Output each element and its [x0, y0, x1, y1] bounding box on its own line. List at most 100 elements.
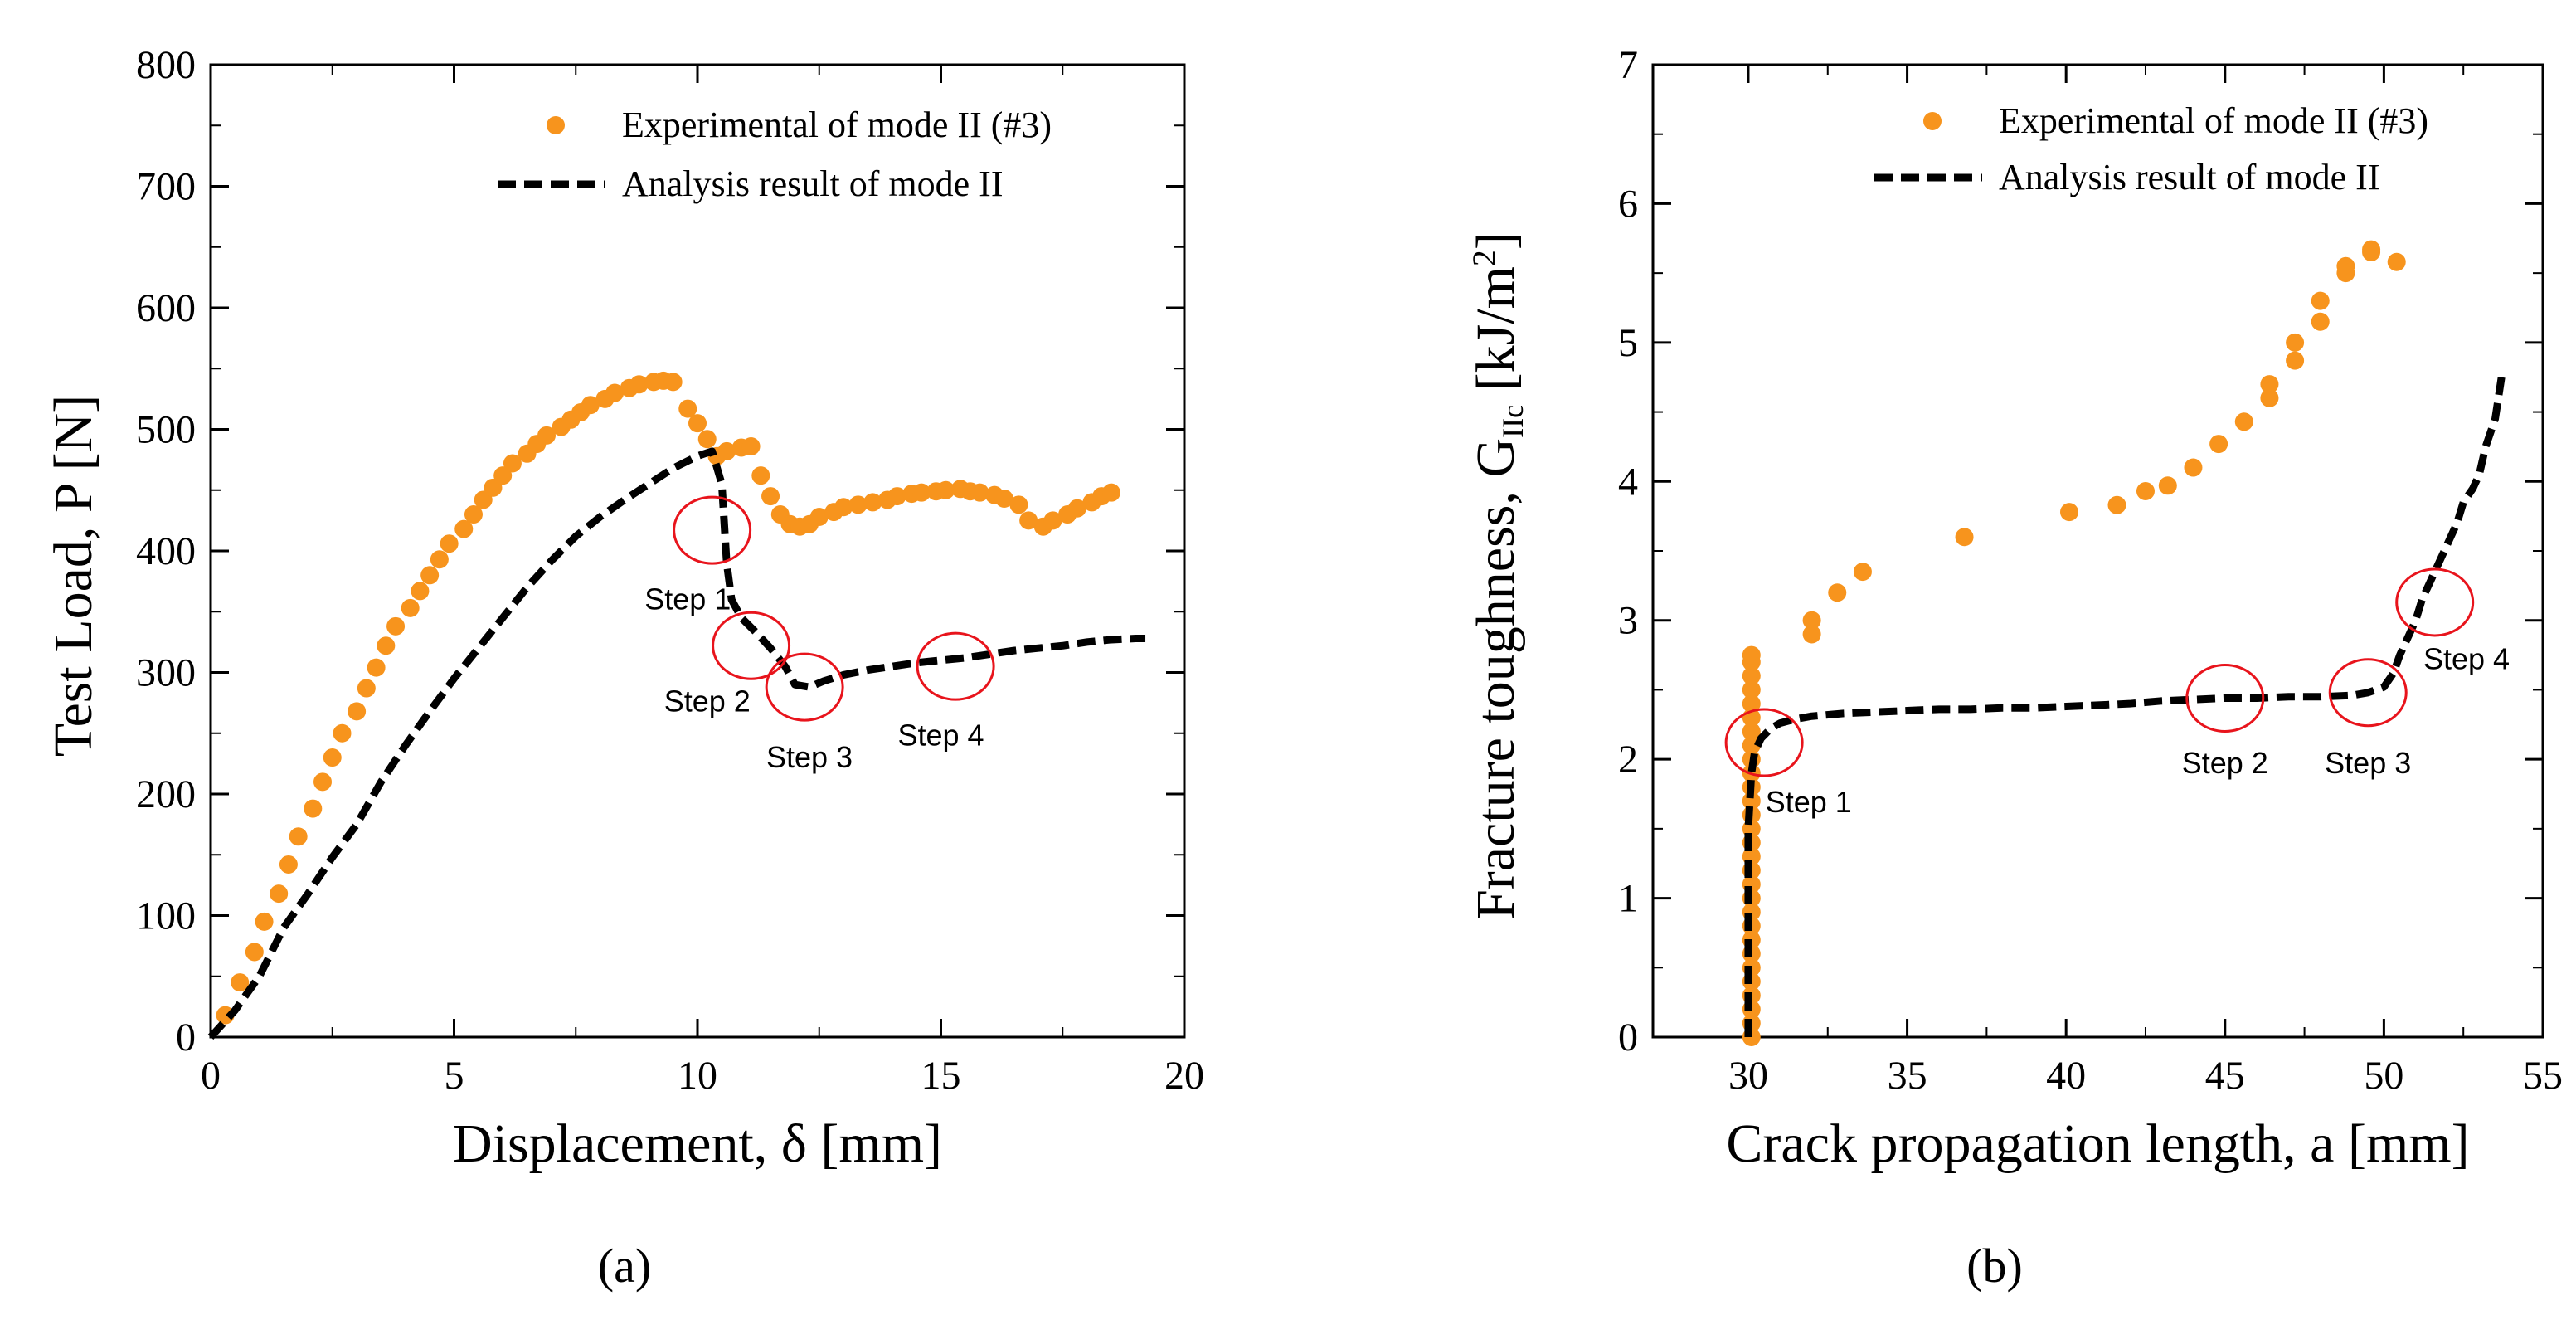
data-point	[2060, 503, 2079, 522]
data-point	[1853, 563, 1872, 582]
x-axis-label: Displacement, δ [mm]	[453, 1113, 942, 1174]
step-circle	[673, 495, 752, 565]
data-point	[484, 478, 503, 497]
data-point	[994, 490, 1013, 509]
plot-frame	[1651, 63, 2544, 1039]
data-point	[663, 373, 683, 392]
data-point	[2362, 240, 2381, 259]
data-point	[304, 799, 323, 818]
step-circle	[1724, 708, 1804, 777]
data-point	[1742, 722, 1761, 741]
data-point	[440, 534, 459, 553]
x-tick-label: 35	[1888, 1054, 1927, 1098]
data-point	[245, 943, 264, 962]
legend-label-analysis: Analysis result of mode II	[1999, 157, 2379, 197]
x-tick-label: 45	[2205, 1054, 2245, 1098]
data-point	[1043, 511, 1062, 530]
data-point	[605, 383, 625, 402]
data-point	[1742, 645, 1761, 665]
data-point	[279, 855, 298, 874]
step-label: Step 2	[664, 684, 751, 718]
y-tick-label: 6	[1618, 182, 1638, 226]
data-point	[430, 550, 449, 569]
legend-label-experimental: Experimental of mode II (#3)	[1999, 100, 2428, 141]
data-point	[1955, 528, 1974, 547]
step-label: Step 3	[766, 740, 853, 774]
data-point	[1067, 499, 1086, 518]
data-point	[2184, 458, 2203, 477]
y-tick-label: 4	[1618, 460, 1638, 504]
data-point	[2286, 333, 2305, 352]
data-point	[386, 616, 406, 636]
x-tick-label: 55	[2523, 1054, 2563, 1098]
step-label: Step 4	[897, 718, 984, 752]
legend: Experimental of mode II (#3) Analysis res…	[1874, 100, 2428, 197]
step-circle	[2328, 658, 2408, 728]
data-point	[1019, 511, 1038, 530]
data-point	[1828, 583, 1847, 602]
chart-a: 0 5 10 15 200100200300400500600700800Displac…	[43, 43, 1204, 1293]
data-point	[581, 396, 600, 415]
data-point	[863, 493, 882, 512]
data-point	[270, 884, 289, 904]
y-tick-label: 500	[136, 408, 196, 452]
data-point	[357, 679, 376, 698]
data-point	[493, 466, 513, 485]
data-point	[377, 636, 396, 655]
data-point	[717, 441, 736, 460]
y-tick-label: 2	[1618, 738, 1638, 782]
data-point	[1009, 495, 1028, 514]
data-point	[420, 566, 440, 585]
plot-frame	[209, 63, 1186, 1039]
data-point	[411, 582, 430, 601]
data-point	[751, 466, 770, 485]
data-point	[688, 414, 707, 433]
data-point	[1742, 666, 1761, 685]
y-tick-label: 400	[136, 529, 196, 573]
y-tick-label: 100	[136, 894, 196, 938]
data-point	[1742, 680, 1761, 699]
data-point	[474, 490, 493, 509]
data-point	[348, 702, 367, 721]
data-point	[503, 454, 522, 473]
data-point	[761, 487, 780, 506]
step-circle	[712, 611, 791, 680]
data-point	[741, 437, 761, 456]
data-point	[333, 723, 352, 743]
x-axis-label: Crack propagation length, a [mm]	[1726, 1113, 2469, 1174]
data-point	[1802, 611, 1821, 630]
data-point	[2311, 291, 2330, 310]
step-circle	[2395, 567, 2475, 637]
data-point	[464, 505, 483, 524]
y-tick-label: 5	[1618, 321, 1638, 365]
y-tick-label: 300	[136, 651, 196, 695]
data-point	[2158, 476, 2177, 495]
x-tick-label: 50	[2364, 1054, 2403, 1098]
x-tick-label: 30	[1728, 1054, 1768, 1098]
y-tick-label: 200	[136, 772, 196, 816]
data-point	[2311, 312, 2330, 331]
data-point	[912, 483, 931, 502]
data-point	[1742, 694, 1761, 714]
data-point	[2209, 435, 2228, 454]
data-point	[2260, 388, 2279, 407]
series-0	[216, 371, 1120, 1025]
series-1	[207, 447, 1146, 1040]
data-point	[401, 598, 420, 617]
series-line	[207, 447, 1146, 1040]
data-point	[231, 973, 250, 992]
data-point	[887, 487, 906, 506]
legend-marker-experimental	[547, 116, 565, 134]
y-axis-label: Fracture toughness, GIIc [kJ/m2]	[1465, 231, 1529, 920]
x-tick-label: 20	[1164, 1054, 1204, 1098]
data-point	[1101, 483, 1120, 502]
series-1	[1744, 377, 2506, 1037]
y-tick-label: 600	[136, 286, 196, 330]
data-point	[970, 483, 989, 502]
y-tick-label: 7	[1618, 43, 1638, 87]
data-point	[454, 519, 474, 538]
data-point	[2234, 412, 2253, 431]
x-tick-label: 10	[678, 1054, 717, 1098]
